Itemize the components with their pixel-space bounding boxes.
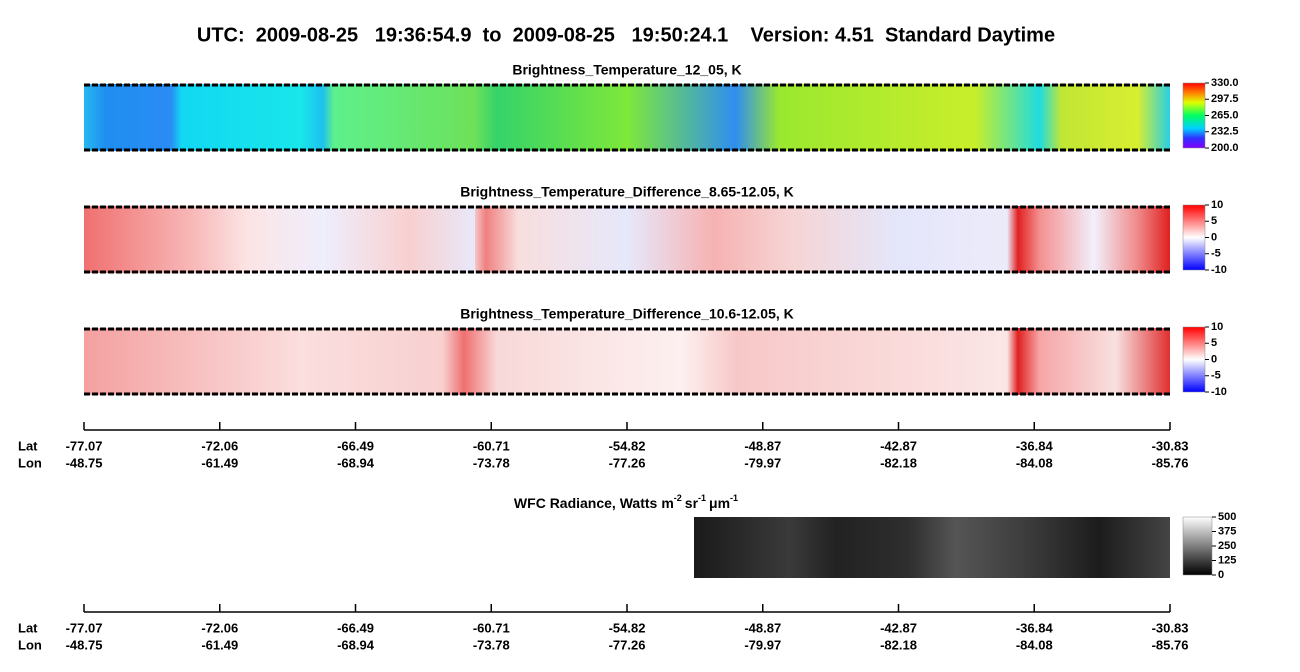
lat-value: -77.07 <box>66 620 103 635</box>
unit-exponent: -2 <box>674 493 682 503</box>
lat-value: -66.49 <box>337 620 374 635</box>
image-strip <box>84 84 1170 151</box>
lat-value: -54.82 <box>609 438 646 453</box>
lat-value: -66.49 <box>337 438 374 453</box>
colorbar-label: 330.0 <box>1211 77 1239 89</box>
page-title: UTC: 2009-08-25 19:36:54.9 to 2009-08-25… <box>197 24 1055 46</box>
colorbar <box>1182 326 1206 393</box>
title-part: sr <box>685 495 699 511</box>
colorbar-label: 0 <box>1218 569 1224 581</box>
wfc-image <box>694 517 1170 578</box>
colorbar-label: 232.5 <box>1211 126 1239 138</box>
lon-value: -48.75 <box>66 637 103 652</box>
colorbar-label: 5 <box>1211 337 1217 349</box>
colorbar-label: 265.0 <box>1211 109 1239 121</box>
lon-value: -77.26 <box>609 455 646 470</box>
colorbar <box>1182 516 1213 576</box>
lon-value: -68.94 <box>337 637 375 652</box>
lon-value: -85.76 <box>1152 455 1189 470</box>
lon-label: Lon <box>18 637 42 652</box>
lon-value: -48.75 <box>66 455 103 470</box>
lat-value: -60.71 <box>473 438 510 453</box>
colorbar-label: 10 <box>1211 321 1223 333</box>
lat-value: -42.87 <box>880 438 917 453</box>
title-part: m <box>661 495 673 511</box>
lon-value: -77.26 <box>609 637 646 652</box>
unit-exponent: -1 <box>698 493 706 503</box>
colorbar <box>1182 204 1206 271</box>
lat-value: -30.83 <box>1152 620 1189 635</box>
lat-value: -77.07 <box>66 438 103 453</box>
lon-value: -79.97 <box>744 455 781 470</box>
colorbar-label: -5 <box>1211 248 1221 260</box>
colorbar-label: -10 <box>1211 264 1227 276</box>
lat-value: -48.87 <box>744 438 781 453</box>
unit-exponent: -1 <box>730 493 738 503</box>
lon-value: -85.76 <box>1152 637 1189 652</box>
colorbar-label: -5 <box>1211 370 1221 382</box>
lon-value: -68.94 <box>337 455 375 470</box>
lon-value: -84.08 <box>1016 455 1053 470</box>
lat-label: Lat <box>18 438 38 453</box>
colorbar-label: -10 <box>1211 386 1227 398</box>
panel-title: Brightness_Temperature_Difference_10.6-1… <box>460 306 794 322</box>
title-part: WFC Radiance, Watts <box>514 495 658 511</box>
lon-value: -79.97 <box>744 637 781 652</box>
panel-title: Brightness_Temperature_12_05, K <box>512 62 741 78</box>
panel-title: WFC Radiance, Watts m-2 sr-1 μm-1 <box>514 493 738 510</box>
colorbar-label: 0 <box>1211 353 1217 365</box>
lon-value: -82.18 <box>880 455 917 470</box>
colorbar-label: 250 <box>1218 540 1236 552</box>
lon-value: -61.49 <box>201 637 238 652</box>
lon-value: -73.78 <box>473 455 510 470</box>
lat-value: -60.71 <box>473 620 510 635</box>
colorbar-label: 500 <box>1218 511 1236 523</box>
lat-value: -36.84 <box>1016 438 1054 453</box>
lat-value: -48.87 <box>744 620 781 635</box>
colorbar-label: 0 <box>1211 231 1217 243</box>
lon-value: -82.18 <box>880 637 917 652</box>
colorbar-label: 125 <box>1218 554 1236 566</box>
colorbar-label: 297.5 <box>1211 93 1239 105</box>
image-strip <box>84 328 1170 395</box>
colorbar <box>1182 82 1206 149</box>
lon-value: -84.08 <box>1016 637 1053 652</box>
lat-value: -72.06 <box>201 620 238 635</box>
lat-label: Lat <box>18 620 38 635</box>
colorbar-label: 375 <box>1218 525 1236 537</box>
lat-value: -54.82 <box>609 620 646 635</box>
colorbar-label: 10 <box>1211 199 1223 211</box>
lon-label: Lon <box>18 455 42 470</box>
colorbar-label: 200.0 <box>1211 142 1239 154</box>
colorbar-label: 5 <box>1211 215 1217 227</box>
title-part: μm <box>709 495 730 511</box>
lat-value: -30.83 <box>1152 438 1189 453</box>
lat-value: -36.84 <box>1016 620 1054 635</box>
lat-value: -42.87 <box>880 620 917 635</box>
lat-value: -72.06 <box>201 438 238 453</box>
lon-value: -61.49 <box>201 455 238 470</box>
lon-value: -73.78 <box>473 637 510 652</box>
panel-title: Brightness_Temperature_Difference_8.65-1… <box>460 184 794 200</box>
image-strip <box>84 206 1170 273</box>
